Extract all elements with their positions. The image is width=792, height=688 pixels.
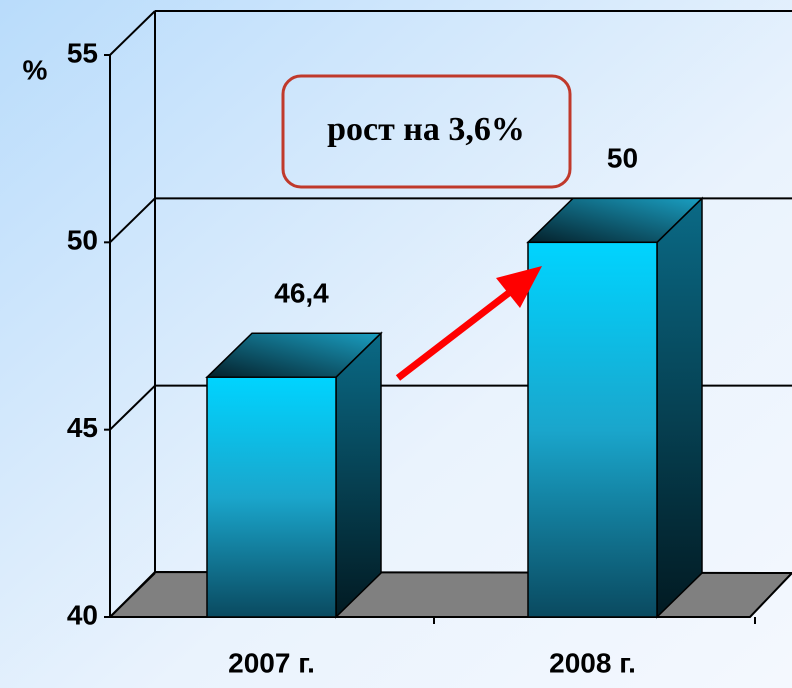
bar [527, 241, 658, 618]
value-label: 50 [607, 143, 638, 174]
arrow-head [496, 266, 542, 308]
y-tick-label: 55 [67, 37, 98, 68]
x-tick-label: 2008 г. [549, 647, 636, 678]
x-tick-label: 2007 г. [228, 647, 315, 678]
bar-side [656, 196, 703, 619]
y-tick-label: 50 [67, 225, 98, 256]
side-grid-line [109, 10, 156, 56]
annotation-box [281, 74, 572, 189]
y-tick-label: 45 [67, 412, 98, 443]
arrow-shaft [395, 289, 513, 381]
side-grid-line [109, 572, 156, 618]
plot: 40 45 50 55 46,4 2007 г. 50 2008 г. [67, 10, 792, 678]
side-grid-line [109, 197, 156, 244]
y-axis-label: % [23, 54, 48, 85]
value-label: 46,4 [274, 278, 329, 309]
y-tick-label: 40 [67, 599, 98, 630]
side-grid-line [109, 384, 156, 431]
bar [206, 376, 337, 618]
bar-side [335, 331, 382, 619]
annotation: рост на 3,6% [327, 111, 525, 148]
